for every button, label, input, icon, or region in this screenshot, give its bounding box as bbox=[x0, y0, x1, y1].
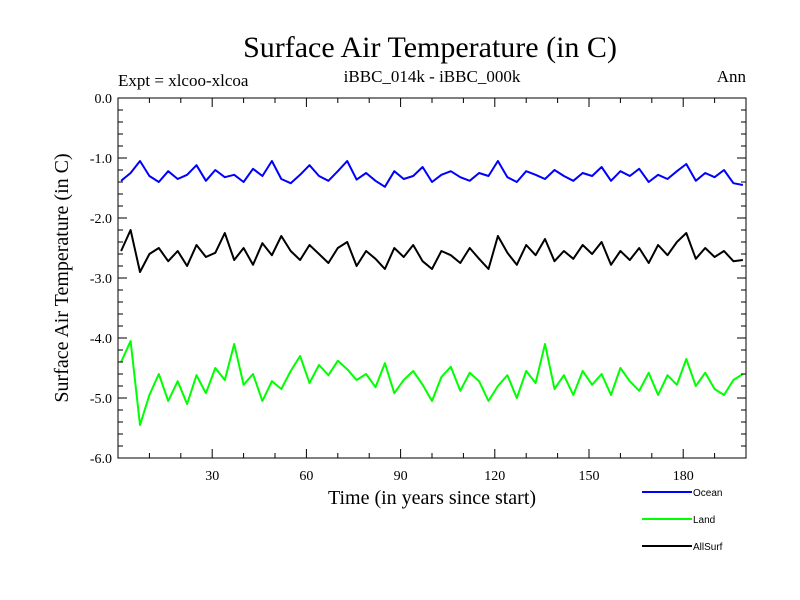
chart-subtitle-right: Ann bbox=[717, 67, 747, 86]
x-tick-label: 120 bbox=[484, 469, 505, 484]
y-tick-label: -4.0 bbox=[90, 332, 112, 347]
y-tick-label: -1.0 bbox=[90, 152, 112, 167]
chart-subtitle-left: Expt = xlcoo-xlcoa bbox=[118, 71, 249, 90]
series-line-land bbox=[120, 340, 744, 426]
plot-area bbox=[120, 160, 744, 426]
legend-label-ocean: Ocean bbox=[693, 488, 722, 499]
y-tick-label: -6.0 bbox=[90, 452, 112, 467]
legend-label-land: Land bbox=[693, 515, 715, 526]
x-tick-label: 90 bbox=[394, 469, 408, 484]
x-tick-label: 30 bbox=[205, 469, 219, 484]
x-tick-label: 60 bbox=[299, 469, 313, 484]
legend-label-allsurf: AllSurf bbox=[693, 542, 723, 553]
y-tick-label: 0.0 bbox=[95, 92, 113, 107]
x-axis: 30 60 90 120 150 180 bbox=[148, 98, 716, 484]
y-tick-label: -2.0 bbox=[90, 212, 112, 227]
legend: Ocean Land AllSurf bbox=[642, 488, 723, 553]
y-tick-label: -5.0 bbox=[90, 392, 112, 407]
series-line-ocean bbox=[120, 160, 744, 188]
plot-frame bbox=[117, 97, 747, 459]
chart-subtitle-center: iBBC_014k - iBBC_000k bbox=[344, 67, 521, 86]
y-axis: 0.0 -1.0 -2.0 -3.0 -4.0 -5.0 -6.0 bbox=[90, 92, 746, 467]
x-tick-label: 180 bbox=[673, 469, 694, 484]
x-axis-label: Time (in years since start) bbox=[328, 487, 536, 509]
x-tick-label: 150 bbox=[579, 469, 600, 484]
y-tick-label: -3.0 bbox=[90, 272, 112, 287]
chart-title: Surface Air Temperature (in C) bbox=[243, 31, 617, 64]
y-axis-label: Surface Air Temperature (in C) bbox=[51, 153, 73, 402]
series-line-allsurf bbox=[120, 229, 744, 273]
